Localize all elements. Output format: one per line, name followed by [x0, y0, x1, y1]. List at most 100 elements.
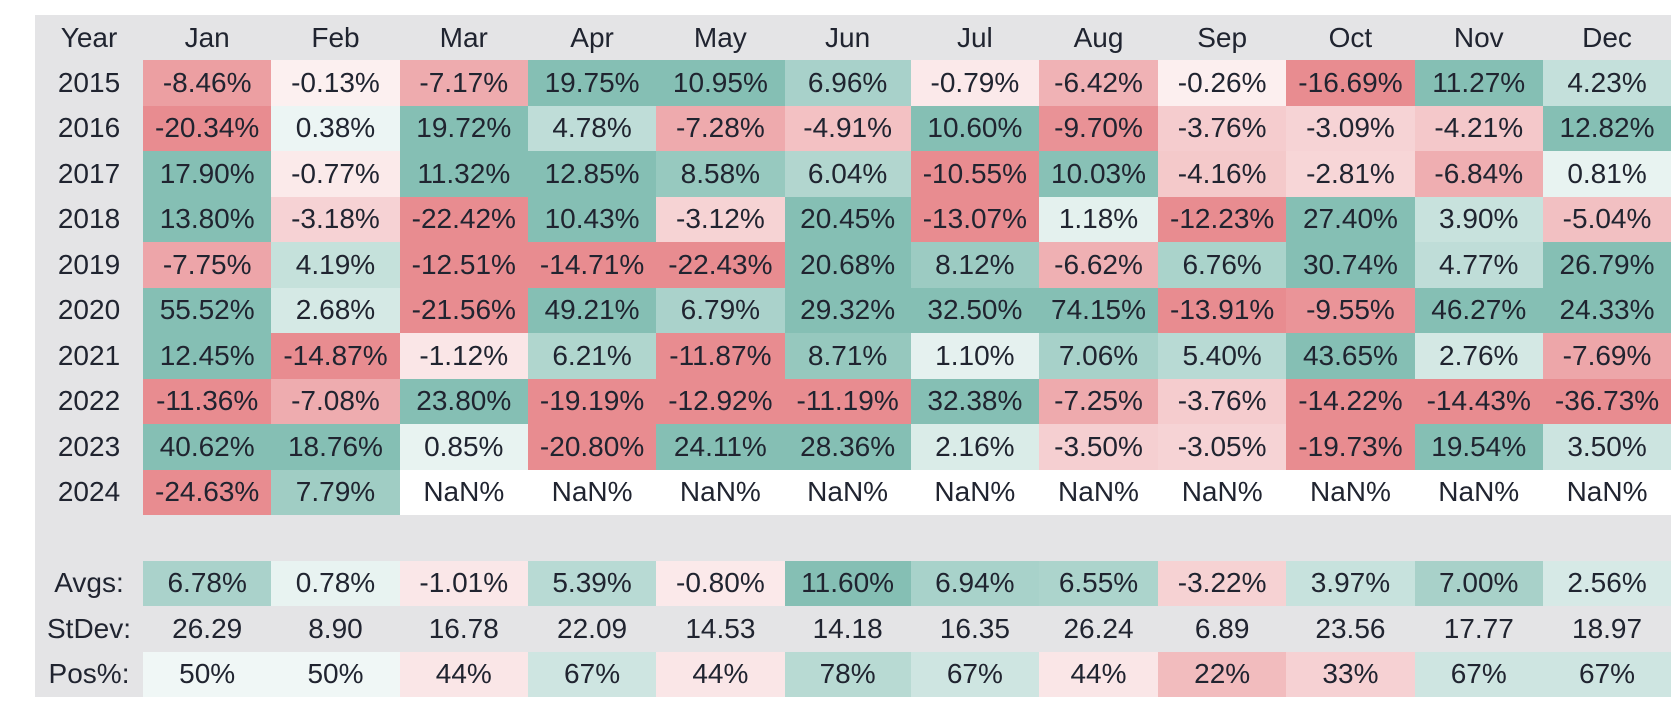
return-cell: 24.33% [1542, 287, 1672, 333]
column-header-oct: Oct [1286, 15, 1415, 60]
stat-cell: 50% [143, 651, 272, 697]
return-cell: 8.71% [784, 333, 911, 379]
table-row: 2020 55.52% 2.68% -21.56% 49.21% 6.79% 29.32% 3… [35, 287, 1672, 333]
return-cell: 43.65% [1286, 333, 1415, 379]
stat-cell: 6.78% [143, 560, 272, 606]
stat-row: StDev: 26.29 8.90 16.78 22.09 14.53 14.18 16.35… [35, 606, 1672, 652]
return-cell: 0.81% [1542, 151, 1672, 197]
year-label: 2018 [35, 196, 144, 242]
return-cell: NaN% [656, 469, 785, 515]
stat-cell: 44% [1039, 651, 1158, 697]
stat-cell: -3.22% [1158, 560, 1287, 606]
return-cell: -14.71% [527, 242, 657, 288]
column-header-mar: Mar [399, 15, 528, 60]
stat-cell: 5.39% [527, 560, 657, 606]
return-cell: 30.74% [1286, 242, 1415, 288]
return-cell: 20.45% [784, 196, 911, 242]
return-cell: 10.60% [910, 105, 1040, 151]
return-cell: 12.45% [143, 333, 272, 379]
year-label: 2020 [35, 287, 144, 333]
return-cell: 1.10% [910, 333, 1040, 379]
stat-label: Pos%: [35, 651, 144, 697]
return-cell: 29.32% [784, 287, 911, 333]
return-cell: 49.21% [527, 287, 657, 333]
return-cell: 19.75% [527, 60, 657, 106]
return-cell: -3.09% [1286, 105, 1415, 151]
return-cell: 20.68% [784, 242, 911, 288]
return-cell: 19.72% [399, 105, 528, 151]
stat-cell: 67% [527, 651, 657, 697]
return-cell: -7.69% [1542, 333, 1672, 379]
return-cell: 55.52% [143, 287, 272, 333]
return-cell: 28.36% [784, 424, 911, 470]
return-cell: NaN% [910, 469, 1040, 515]
return-cell: -4.21% [1414, 105, 1543, 151]
monthly-returns-heatmap: Year Jan Feb Mar Apr May Jun Jul Aug Sep Oct Nov Dec… [35, 15, 1672, 697]
return-cell: -1.12% [399, 333, 528, 379]
stat-cell: 17.77 [1414, 606, 1543, 652]
stat-cell: -1.01% [399, 560, 528, 606]
return-cell: -22.42% [399, 196, 528, 242]
table-header: Year Jan Feb Mar Apr May Jun Jul Aug Sep Oct Nov Dec [35, 15, 1672, 60]
return-cell: 26.79% [1542, 242, 1672, 288]
return-cell: -6.62% [1039, 242, 1158, 288]
stat-cell: 22.09 [527, 606, 657, 652]
return-cell: -6.84% [1414, 151, 1543, 197]
return-cell: -3.18% [271, 196, 400, 242]
return-cell: 6.96% [784, 60, 911, 106]
return-cell: -2.81% [1286, 151, 1415, 197]
stat-cell: 14.18 [784, 606, 911, 652]
return-cell: -16.69% [1286, 60, 1415, 106]
return-cell: 10.03% [1039, 151, 1158, 197]
return-cell: 24.11% [656, 424, 785, 470]
return-cell: 4.23% [1542, 60, 1672, 106]
return-cell: 1.18% [1039, 196, 1158, 242]
return-cell: -4.91% [784, 105, 911, 151]
spacer-cell [35, 515, 1672, 561]
return-cell: 0.38% [271, 105, 400, 151]
return-cell: 4.19% [271, 242, 400, 288]
return-cell: 4.77% [1414, 242, 1543, 288]
return-cell: -14.43% [1414, 378, 1543, 424]
column-header-jun: Jun [784, 15, 911, 60]
header-row: Year Jan Feb Mar Apr May Jun Jul Aug Sep Oct Nov Dec [35, 15, 1672, 60]
return-cell: 10.95% [656, 60, 785, 106]
stat-cell: 67% [1542, 651, 1672, 697]
stat-cell: 26.24 [1039, 606, 1158, 652]
return-cell: -19.19% [527, 378, 657, 424]
return-cell: -21.56% [399, 287, 528, 333]
column-header-year: Year [35, 15, 144, 60]
stat-cell: 0.78% [271, 560, 400, 606]
column-header-dec: Dec [1542, 15, 1672, 60]
return-cell: 46.27% [1414, 287, 1543, 333]
year-label: 2019 [35, 242, 144, 288]
year-label: 2023 [35, 424, 144, 470]
return-cell: NaN% [1542, 469, 1672, 515]
stat-cell: 7.00% [1414, 560, 1543, 606]
stat-cell: 78% [784, 651, 911, 697]
return-cell: 3.90% [1414, 196, 1543, 242]
return-cell: -0.13% [271, 60, 400, 106]
table-row: 2022 -11.36% -7.08% 23.80% -19.19% -12.92% -11… [35, 378, 1672, 424]
return-cell: -4.16% [1158, 151, 1287, 197]
return-cell: 0.85% [399, 424, 528, 470]
return-cell: 6.79% [656, 287, 785, 333]
column-header-sep: Sep [1158, 15, 1287, 60]
stat-cell: 67% [1414, 651, 1543, 697]
return-cell: -0.77% [271, 151, 400, 197]
return-cell: -9.70% [1039, 105, 1158, 151]
stat-row: Pos%: 50% 50% 44% 67% 44% 78% 67% 44% 22% 33% 67% 67… [35, 651, 1672, 697]
return-cell: -11.36% [143, 378, 272, 424]
return-cell: 11.32% [399, 151, 528, 197]
return-cell: 23.80% [399, 378, 528, 424]
year-label: 2022 [35, 378, 144, 424]
return-cell: -13.07% [910, 196, 1040, 242]
return-cell: 18.76% [271, 424, 400, 470]
return-cell: -14.87% [271, 333, 400, 379]
stat-cell: 23.56 [1286, 606, 1415, 652]
column-header-feb: Feb [271, 15, 400, 60]
return-cell: -7.17% [399, 60, 528, 106]
stat-cell: 44% [656, 651, 785, 697]
return-cell: -11.19% [784, 378, 911, 424]
return-cell: 27.40% [1286, 196, 1415, 242]
